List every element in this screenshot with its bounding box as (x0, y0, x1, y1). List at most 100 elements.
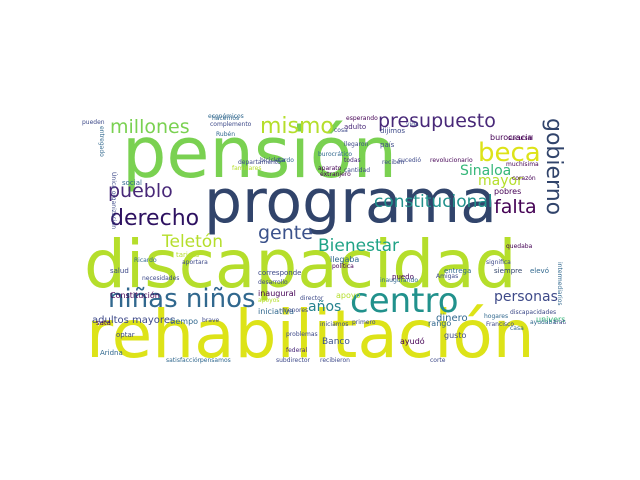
word-aridna: Aridna (100, 349, 123, 357)
word-economicos: económicos (208, 113, 244, 120)
word-muchisima: muchísima (506, 161, 539, 168)
word-siempre: siempre (494, 267, 523, 275)
word-sucursal: sucursal (508, 135, 533, 142)
word-departamento: departamento (238, 159, 281, 166)
word-pensamos: pensamos (200, 357, 231, 364)
word-corazon: corazón (512, 175, 536, 182)
word-quedaba: quedaba (506, 243, 533, 250)
word-amigas: Amigas (436, 273, 459, 280)
word-satisfaccion: satisfacción (166, 357, 202, 364)
word-aparato: aparato (318, 165, 342, 172)
word-cantidad: cantidad (344, 167, 371, 174)
word-social: social (122, 179, 142, 187)
word-dinero: dinero (436, 313, 468, 324)
word-ayudaba: ayudaba (530, 319, 557, 326)
word-mayor: mayor (478, 173, 523, 189)
word-cloud: pensión programa discapacidad rehabilita… (82, 112, 566, 368)
word-recibieron: recibieron (320, 357, 350, 364)
word-ricardo: Ricardo (134, 257, 157, 264)
word-programa: programa (204, 167, 497, 237)
word-pension: pensión (122, 112, 397, 194)
word-ruben: Rubén (216, 131, 236, 138)
word-pueden: pueden (82, 119, 105, 126)
word-apoyo: apoyo (336, 291, 361, 300)
word-iniciamos: iniciamos (320, 321, 349, 328)
word-optar: optar (116, 331, 135, 339)
word-dijimos: dijimos (380, 127, 406, 135)
word-corresponde: corresponde (258, 269, 302, 277)
word-aportara: aportara (182, 259, 208, 266)
word-llegaron: llegaron (344, 141, 369, 148)
word-universal: universal (536, 315, 566, 324)
word-elevo: elevó (530, 267, 549, 275)
word-corte: corte (430, 357, 446, 364)
word-adultos-mayores: adultos mayores (92, 315, 176, 326)
word-burocratico: burocrático (318, 151, 353, 158)
word-gente: gente (258, 222, 313, 244)
word-ninas-ninos: niñas niños (108, 284, 256, 314)
word-ayudo: ayudó (400, 337, 425, 346)
word-anos: años (308, 299, 342, 315)
word-sucedio: sucedió (398, 157, 422, 164)
word-desarrollo: desarrollo (258, 279, 288, 286)
word-familiares: familiares (232, 165, 262, 172)
word-pueblo: pueblo (108, 180, 173, 202)
word-significa: significa (486, 259, 511, 266)
word-teleton: Teletón (162, 232, 223, 252)
word-sata: sata (96, 319, 111, 327)
word-millones: millones (110, 116, 190, 138)
word-bicicleta: bicicleta (260, 157, 286, 164)
word-falta: falta (494, 196, 537, 218)
word-hacemos: hacemos (212, 115, 240, 122)
word-trata: trata (554, 319, 566, 326)
word-rango: rango (428, 319, 452, 328)
word-sinaloa: Sinaloa (460, 163, 512, 179)
word-cosa: cosa (334, 127, 348, 134)
word-presupuesto: presupuesto (378, 112, 496, 132)
word-constitucional: constitucional (374, 192, 493, 212)
word-bienestar: Bienestar (318, 236, 400, 256)
word-complemento: complemento (210, 121, 252, 128)
word-beca: beca (478, 138, 541, 168)
word-entrega: entrega (444, 267, 472, 275)
word-esperando: esperando (346, 115, 378, 122)
word-constitucion: Constitución (110, 291, 160, 300)
word-reciben: reciben (382, 159, 405, 166)
word-necesidades: necesidades (142, 275, 180, 282)
word-entregado: entregado (98, 126, 105, 157)
word-todas: todas (344, 157, 361, 164)
word-derecho: derecho (110, 206, 200, 231)
word-burocracia: burocracia (490, 133, 533, 142)
word-discapacidades: discapacidades (510, 309, 557, 316)
word-federal: federal (286, 347, 308, 354)
word-inaugural: inaugural (258, 289, 296, 298)
word-salud: salud (110, 267, 129, 275)
word-unica-organizacion: Única organización (110, 172, 117, 229)
word-hogares: hogares (484, 313, 509, 320)
word-politica: política (332, 263, 354, 270)
word-pobres: pobres (494, 187, 522, 196)
word-centro: centro (350, 281, 459, 321)
word-tardo: tardo (278, 157, 294, 164)
word-gusto: gusto (444, 331, 467, 340)
word-gobierno: gobierno (541, 118, 566, 216)
word-problemas: problemas (286, 331, 318, 338)
word-extranjero: extranjero (320, 171, 351, 178)
word-inaugurando: inaugurando (380, 277, 418, 284)
word-intermediarios: intermediarios (556, 262, 563, 306)
word-personas: personas (494, 289, 558, 305)
word-puedo: puedo (392, 273, 414, 281)
word-iniciativa: iniciativa (258, 307, 295, 316)
word-banco: Banco (322, 337, 350, 347)
word-primero: primero (352, 319, 376, 326)
word-rehabilitacion: rehabilitación (86, 296, 535, 368)
word-casa: casa (510, 325, 524, 332)
word-menores: menores (282, 307, 309, 314)
word-francisco: Francisco (486, 321, 515, 328)
word-brave: brave (202, 317, 220, 324)
word-director: director (300, 295, 324, 302)
word-mismo: mismo (260, 114, 334, 139)
word-tarjeta: tarjeta (176, 251, 200, 259)
word-discapacidad: discapacidad (84, 226, 517, 303)
word-adulto: adulto (344, 123, 367, 131)
